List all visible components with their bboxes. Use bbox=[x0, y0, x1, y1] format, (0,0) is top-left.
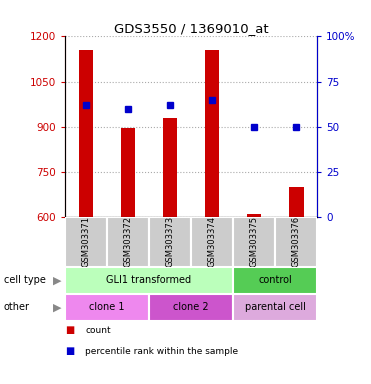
Text: GSM303372: GSM303372 bbox=[124, 217, 132, 267]
Text: ■: ■ bbox=[65, 346, 74, 356]
Text: GSM303371: GSM303371 bbox=[82, 217, 91, 267]
Text: ▶: ▶ bbox=[53, 302, 62, 312]
Text: GSM303376: GSM303376 bbox=[292, 216, 301, 268]
Bar bbox=[107, 217, 149, 267]
Text: count: count bbox=[85, 326, 111, 335]
Bar bbox=[162, 118, 177, 217]
Text: ▶: ▶ bbox=[53, 275, 62, 285]
Text: parental cell: parental cell bbox=[245, 302, 306, 312]
Bar bbox=[65, 267, 233, 294]
Bar bbox=[79, 50, 93, 217]
Bar bbox=[275, 217, 317, 267]
Bar bbox=[191, 217, 233, 267]
Text: clone 2: clone 2 bbox=[173, 302, 209, 312]
Bar bbox=[289, 187, 303, 217]
Bar bbox=[233, 294, 317, 321]
Bar bbox=[247, 214, 262, 217]
Text: ■: ■ bbox=[65, 325, 74, 335]
Bar bbox=[205, 50, 220, 217]
Bar bbox=[149, 294, 233, 321]
Text: GSM303373: GSM303373 bbox=[165, 216, 174, 268]
Bar bbox=[121, 128, 135, 217]
Bar bbox=[149, 217, 191, 267]
Bar bbox=[65, 294, 149, 321]
Text: GSM303374: GSM303374 bbox=[208, 217, 217, 267]
Title: GDS3550 / 1369010_at: GDS3550 / 1369010_at bbox=[114, 22, 268, 35]
Text: other: other bbox=[4, 302, 30, 312]
Text: GLI1 transformed: GLI1 transformed bbox=[106, 275, 191, 285]
Bar bbox=[65, 217, 107, 267]
Text: cell type: cell type bbox=[4, 275, 46, 285]
Text: control: control bbox=[258, 275, 292, 285]
Bar bbox=[233, 267, 317, 294]
Text: clone 1: clone 1 bbox=[89, 302, 125, 312]
Text: GSM303375: GSM303375 bbox=[250, 217, 259, 267]
Bar bbox=[233, 217, 275, 267]
Text: percentile rank within the sample: percentile rank within the sample bbox=[85, 347, 239, 356]
